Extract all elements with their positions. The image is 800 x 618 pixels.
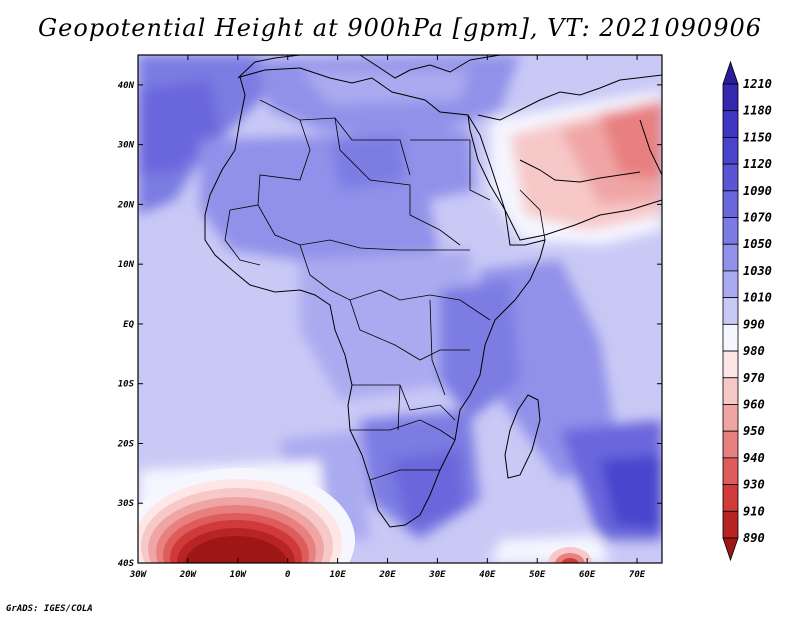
lat-tick-label: 40N <box>118 81 135 91</box>
colorbar-label: 890 <box>743 531 765 545</box>
colorbar-label: 990 <box>743 317 765 331</box>
colorbar-swatch <box>722 217 739 245</box>
lat-tick-label: 20N <box>117 200 135 210</box>
colorbar-label: 980 <box>743 344 765 358</box>
colorbar-swatch <box>722 377 739 405</box>
colorbar-label: 1010 <box>743 291 772 305</box>
longitude-axis: 30W 20W 10W 0 10E 20E 30E 40E 50E 60E 70E <box>129 55 646 580</box>
colorbar-swatch <box>722 110 739 138</box>
colorbar-label: 940 <box>743 451 765 465</box>
lon-tick-label: 50E <box>529 570 546 580</box>
lon-tick-label: 70E <box>629 570 646 580</box>
lon-tick-label: 30E <box>428 570 446 580</box>
colorbar-arrow-top <box>722 60 739 85</box>
colorbar-swatch <box>722 323 739 352</box>
colorbar-swatch <box>722 83 739 112</box>
colorbar-swatch <box>722 430 739 459</box>
colorbar-label: 970 <box>743 371 765 385</box>
colorbar-label: 1090 <box>743 184 772 198</box>
south-atlantic-low <box>138 468 355 563</box>
colorbar-swatch <box>722 137 739 165</box>
colorbar-label: 1070 <box>743 211 772 225</box>
lon-tick-label: 10E <box>329 570 346 580</box>
colorbar-swatch <box>722 510 739 539</box>
colorbar: 1210 1180 1150 1120 1090 1070 1050 1030 1010 990 9… <box>722 60 772 562</box>
lat-tick-label: 10N <box>118 260 135 270</box>
colorbar-label: 910 <box>743 504 765 518</box>
colorbar-label: 930 <box>743 478 765 492</box>
plot-frame <box>137 54 663 564</box>
colorbar-swatch <box>722 163 739 192</box>
indian-ocean-low <box>548 547 592 563</box>
lat-tick-label: 30N <box>117 141 135 151</box>
colorbar-label: 1120 <box>743 157 772 171</box>
country-borders <box>224 99 546 481</box>
lon-tick-label: 30W <box>129 570 148 580</box>
lat-tick-label: 20S <box>117 439 135 449</box>
lon-tick-label: 60E <box>579 570 596 580</box>
colorbar-swatch <box>722 404 739 432</box>
colorbar-label: 1050 <box>743 237 772 251</box>
colorbar-swatch <box>722 297 739 325</box>
lat-tick-label: 30S <box>117 499 135 509</box>
lat-tick-label: EQ <box>123 320 134 330</box>
colorbar-label: 950 <box>743 424 765 438</box>
colorbar-swatch <box>722 190 739 218</box>
colorbar-label: 1210 <box>743 77 772 91</box>
lon-tick-label: 40E <box>479 570 496 580</box>
colorbar-label: 1030 <box>743 264 772 278</box>
lon-tick-label: 20E <box>378 570 396 580</box>
colorbar-swatch <box>722 484 739 512</box>
grads-credit: GrADS: IGES/COLA <box>6 604 93 614</box>
colorbar-swatch <box>722 243 739 272</box>
lon-tick-label: 0 <box>285 570 291 580</box>
map-title: Geopotential Height at 900hPa [gpm], VT:… <box>38 14 762 42</box>
latitude-axis: 40N 30N 20N 10N EQ 10S 20S 30S 40S <box>117 81 662 569</box>
lon-tick-label: 10W <box>230 570 248 580</box>
colorbar-label: 960 <box>743 397 765 411</box>
colorbar-label: 1180 <box>743 104 772 118</box>
lat-tick-label: 40S <box>118 559 135 569</box>
colorbar-arrow-bottom <box>722 537 739 562</box>
height-field <box>138 55 662 563</box>
colorbar-label: 1150 <box>743 130 772 144</box>
lat-tick-label: 10S <box>118 380 135 390</box>
colorbar-swatch <box>722 270 739 299</box>
colorbar-swatch <box>722 350 739 379</box>
colorbar-swatch <box>722 457 739 485</box>
lon-tick-label: 20W <box>179 570 198 580</box>
